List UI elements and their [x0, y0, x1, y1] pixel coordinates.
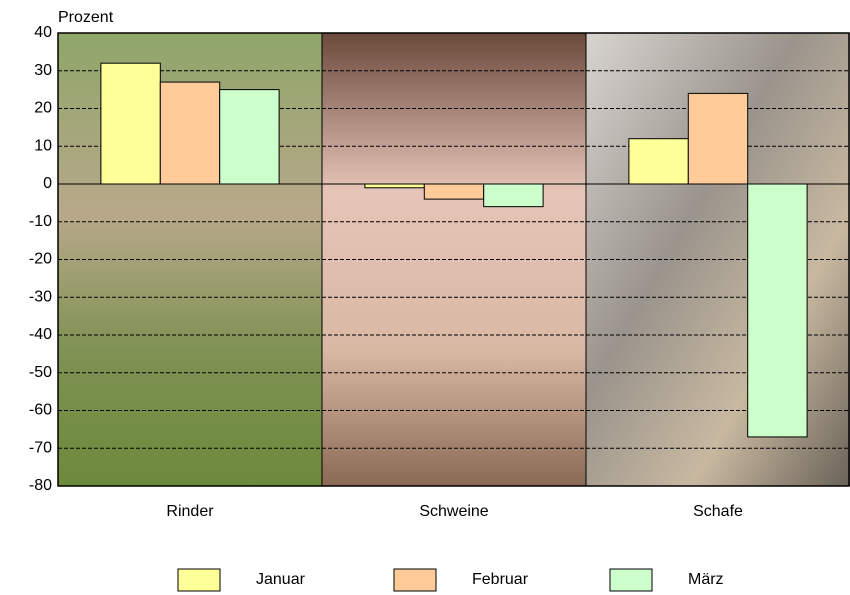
- legend-swatch: [393, 568, 437, 592]
- bar: [100, 62, 161, 185]
- y-axis-label: Prozent: [58, 9, 114, 26]
- bar: [423, 183, 485, 200]
- y-tick-label: 20: [34, 100, 52, 117]
- legend-swatch: [177, 568, 221, 592]
- legend-label: Februar: [472, 571, 529, 588]
- y-tick-label: -70: [29, 439, 52, 456]
- bar: [483, 183, 544, 208]
- x-tick-label: Schweine: [419, 503, 488, 520]
- y-tick-label: 0: [43, 175, 52, 192]
- y-tick-label: -60: [29, 402, 52, 419]
- y-tick-label: -10: [29, 213, 52, 230]
- legend-label: März: [688, 571, 724, 588]
- y-tick-label: -50: [29, 364, 52, 381]
- x-tick-label: Rinder: [166, 503, 214, 520]
- bar: [364, 183, 425, 189]
- y-tick-label: 40: [34, 24, 52, 41]
- bar: [687, 92, 749, 185]
- bar: [628, 138, 689, 185]
- y-tick-label: -40: [29, 326, 52, 343]
- legend-swatch: [609, 568, 653, 592]
- y-tick-label: -20: [29, 251, 52, 268]
- x-tick-label: Schafe: [693, 503, 743, 520]
- bar: [747, 183, 808, 438]
- plot-border: [57, 32, 850, 487]
- y-tick-label: -80: [29, 477, 52, 494]
- y-tick-label: -30: [29, 288, 52, 305]
- legend-label: Januar: [256, 571, 306, 588]
- y-tick-label: 10: [34, 137, 52, 154]
- bar: [159, 81, 221, 185]
- y-tick-label: 30: [34, 62, 52, 79]
- bar: [219, 89, 280, 185]
